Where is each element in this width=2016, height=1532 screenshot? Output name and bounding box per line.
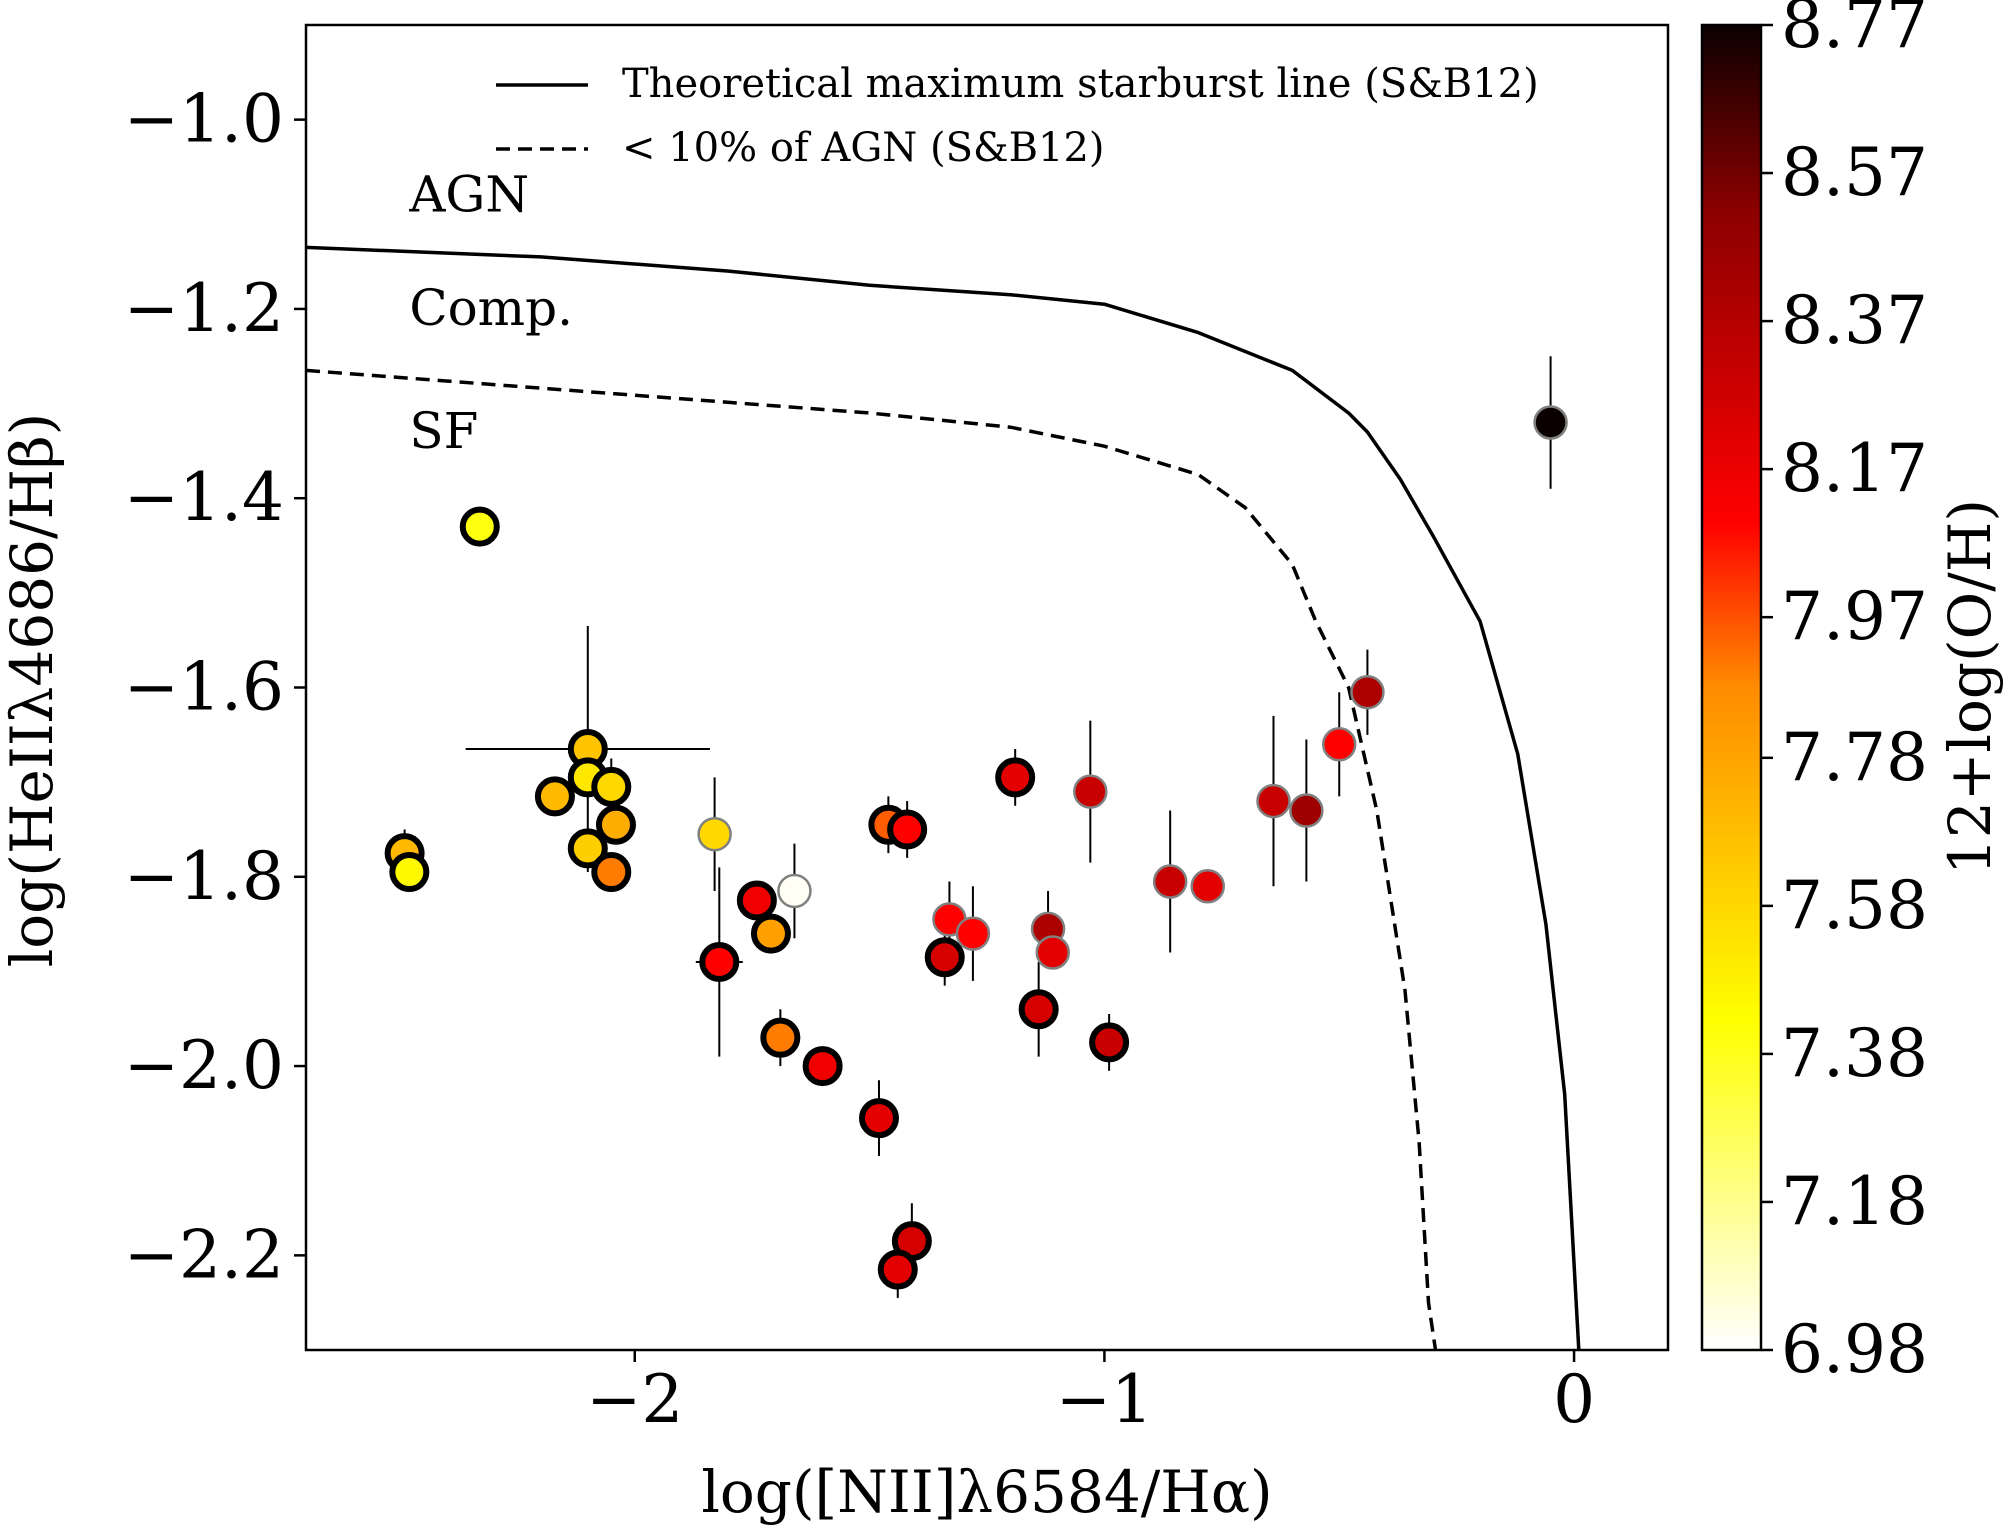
colorbar-tick-label: 7.78 bbox=[1781, 719, 1928, 796]
data-point bbox=[1192, 870, 1224, 902]
data-point bbox=[928, 940, 962, 974]
y-tick-label: −1.4 bbox=[124, 459, 284, 536]
colorbar-tick-label: 8.77 bbox=[1781, 0, 1928, 63]
legend: Theoretical maximum starburst line (S&B1… bbox=[496, 61, 1539, 171]
data-point bbox=[1037, 937, 1069, 969]
legend-label-agn-10pct: < 10% of AGN (S&B12) bbox=[622, 125, 1105, 171]
data-point bbox=[881, 1253, 915, 1287]
data-point bbox=[778, 875, 810, 907]
data-point bbox=[1290, 795, 1322, 827]
y-axis-label: log(HeIIλ4686/Hβ) bbox=[0, 413, 66, 968]
y-tick-label: −1.2 bbox=[124, 270, 284, 347]
colorbar-ticks: 6.98 7.18 7.38 7.58 7.78 7.97 8.17 8.37 8.57 8.77 bbox=[1761, 0, 1928, 1388]
max-starburst-line bbox=[306, 247, 1579, 1350]
colorbar-tick-label: 7.38 bbox=[1781, 1015, 1928, 1092]
data-point bbox=[890, 812, 924, 846]
reference-lines bbox=[306, 247, 1579, 1350]
data-point bbox=[463, 510, 497, 544]
y-tick-label: −1.8 bbox=[124, 838, 284, 915]
x-axis-ticks: −2 −1 0 bbox=[586, 1350, 1595, 1438]
colorbar-tick-label: 8.37 bbox=[1781, 282, 1928, 359]
colorbar-tick-label: 6.98 bbox=[1781, 1311, 1928, 1388]
x-tick-label: 0 bbox=[1553, 1361, 1595, 1438]
colorbar-label: 12+log(O/H) bbox=[1936, 499, 2004, 875]
data-point bbox=[1074, 776, 1106, 808]
plot-frame bbox=[306, 25, 1668, 1350]
data-point bbox=[702, 945, 736, 979]
data-point bbox=[1535, 407, 1567, 439]
data-points bbox=[388, 407, 1567, 1287]
colorbar-tick-label: 8.57 bbox=[1781, 134, 1928, 211]
region-label-sf: SF bbox=[409, 402, 478, 460]
data-point bbox=[699, 818, 731, 850]
colorbar-tick-label: 7.58 bbox=[1781, 867, 1928, 944]
data-point bbox=[1022, 992, 1056, 1026]
y-tick-label: −1.0 bbox=[124, 81, 284, 158]
data-point bbox=[1154, 866, 1186, 898]
data-point bbox=[594, 855, 628, 889]
y-tick-label: −2.0 bbox=[124, 1027, 284, 1104]
data-point bbox=[594, 770, 628, 804]
data-point bbox=[1092, 1025, 1126, 1059]
y-axis-ticks: −1.0 −1.2 −1.4 −1.6 −1.8 −2.0 −2.2 bbox=[124, 81, 306, 1294]
data-point bbox=[392, 855, 426, 889]
y-tick-label: −1.6 bbox=[124, 649, 284, 726]
data-point bbox=[599, 808, 633, 842]
data-point bbox=[806, 1049, 840, 1083]
region-labels: AGN Comp. SF bbox=[408, 165, 573, 460]
colorbar-gradient bbox=[1702, 25, 1761, 1350]
colorbar-tick-label: 7.18 bbox=[1781, 1163, 1928, 1240]
data-point bbox=[1351, 676, 1383, 708]
data-point bbox=[998, 760, 1032, 794]
data-point bbox=[1257, 785, 1289, 817]
colorbar: 6.98 7.18 7.38 7.58 7.78 7.97 8.17 8.37 8.57 8.77… bbox=[1702, 0, 2004, 1388]
data-point bbox=[957, 918, 989, 950]
data-point bbox=[754, 917, 788, 951]
data-point bbox=[538, 779, 572, 813]
x-tick-label: −1 bbox=[1056, 1361, 1153, 1438]
legend-label-max-starburst: Theoretical maximum starburst line (S&B1… bbox=[622, 61, 1539, 107]
colorbar-tick-label: 7.97 bbox=[1781, 578, 1928, 655]
data-point bbox=[862, 1101, 896, 1135]
x-tick-label: −2 bbox=[586, 1361, 683, 1438]
data-point bbox=[740, 883, 774, 917]
data-point bbox=[1323, 728, 1355, 760]
y-tick-label: −2.2 bbox=[124, 1216, 284, 1293]
colorbar-tick-label: 8.17 bbox=[1781, 430, 1928, 507]
region-label-agn: AGN bbox=[408, 165, 529, 223]
data-point bbox=[763, 1021, 797, 1055]
plot-area bbox=[306, 25, 1668, 1350]
x-axis-label: log([NII]λ6584/Hα) bbox=[701, 1458, 1272, 1526]
region-label-comp: Comp. bbox=[409, 279, 573, 337]
